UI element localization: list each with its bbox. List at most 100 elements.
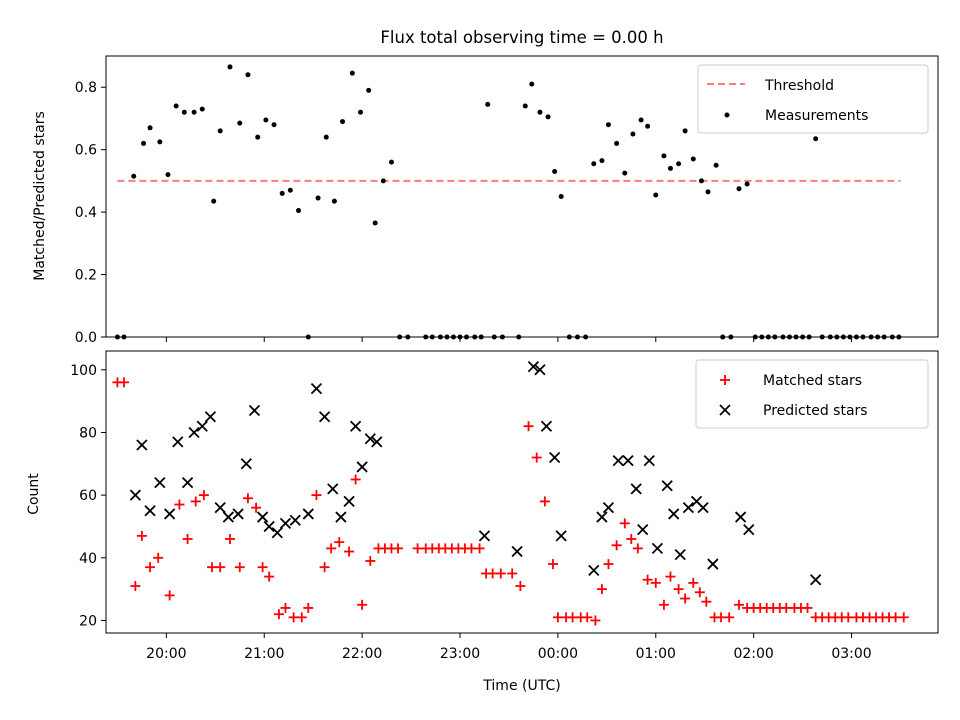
y-tick-label: 0.8 [75, 80, 97, 96]
measurement-point [237, 120, 243, 126]
measurement-point [736, 186, 742, 192]
measurement-point [653, 192, 659, 198]
x-tick-label: 01:00 [636, 646, 676, 662]
predicted-stars-point [222, 511, 234, 523]
matched-stars-point [296, 612, 307, 623]
x-tick-label: 03:00 [831, 646, 871, 662]
measurement-point [131, 173, 137, 179]
matched-stars-point [242, 493, 253, 504]
matched-stars-point [393, 543, 404, 554]
top-plot-frame [105, 55, 939, 338]
matched-stars-point [688, 577, 699, 588]
measurement-point [141, 140, 147, 146]
matched-stars-point [257, 562, 268, 573]
matched-stars-point [280, 602, 291, 613]
legend-matched-swatch [720, 375, 730, 385]
measurement-point [690, 156, 696, 162]
matched-stars-point [802, 602, 813, 613]
measurement-point [227, 64, 233, 70]
predicted-stars-point [172, 436, 184, 448]
matched-stars-point [626, 534, 637, 544]
predicted-stars-point [154, 476, 166, 489]
top-legend: Threshold Measurements [697, 64, 929, 134]
measurement-point [211, 198, 217, 204]
matched-stars-point [611, 540, 622, 551]
measurement-point [165, 172, 171, 178]
bottom-panel: Count Time (UTC) 20 40 60 80 100 20:00 21:00 22… [26, 350, 939, 694]
predicted-stars-point [136, 439, 148, 451]
predicted-stars-point [279, 517, 292, 529]
measurement-point [682, 128, 688, 134]
predicted-stars-point [540, 420, 553, 432]
measurement-point [366, 87, 372, 93]
predicted-stars-point [697, 502, 709, 514]
matched-stars-point [251, 502, 262, 513]
matched-stars-point [531, 452, 542, 463]
measurement-point [380, 178, 386, 184]
predicted-stars-point [129, 489, 142, 501]
matched-stars-point [665, 571, 676, 582]
y-tick-label: 0.4 [75, 205, 97, 221]
matched-stars-point [539, 496, 550, 507]
matched-stars-point [596, 584, 607, 595]
measurement-point [537, 109, 543, 115]
predicted-stars-point [271, 527, 283, 539]
measurement-point [157, 139, 163, 145]
y-tick-label: 0.6 [75, 143, 97, 159]
measurement-point [698, 178, 704, 184]
matched-stars-point [590, 615, 601, 626]
predicted-stars-point [204, 411, 217, 423]
x-axis-label: Time (UTC) [482, 678, 560, 694]
predicted-stars-point [602, 502, 615, 514]
x-tick-label: 02:00 [733, 646, 773, 662]
matched-stars-point [153, 552, 164, 563]
predicted-stars-point [349, 420, 362, 432]
predicted-stars-point [668, 508, 680, 520]
matched-stars-point [523, 421, 534, 432]
y-axis-label-count: Count [26, 473, 42, 515]
measurement-point [296, 208, 302, 214]
predicted-stars-point [318, 411, 331, 423]
predicted-stars-point [588, 564, 600, 576]
matched-stars-point [234, 562, 245, 573]
bottom-ticks: 20 40 60 80 100 20:00 21:00 22:00 23:00 00:00 01:0… [70, 363, 871, 662]
matched-stars-point [174, 499, 185, 510]
matched-stars-point [130, 581, 141, 591]
measurement-point [279, 190, 285, 196]
measurement-point [323, 134, 329, 140]
matched-stars-point [273, 609, 284, 620]
matched-stars-point [632, 543, 643, 554]
matched-stars-point [164, 590, 175, 601]
bottom-plot-frame [105, 350, 939, 634]
predicted-stars-point [163, 508, 176, 520]
legend-measurements-swatch [724, 112, 730, 118]
matched-stars-point [350, 474, 361, 485]
predicted-stars-point [651, 542, 664, 555]
predicted-stars-point [181, 476, 194, 489]
measurement-point [217, 128, 223, 134]
measurement-point [591, 161, 597, 167]
matched-stars-point [680, 593, 691, 604]
y-tick-label: 0.2 [75, 268, 97, 284]
predicted-stars-point [810, 574, 822, 586]
measurement-point [558, 194, 564, 199]
y-tick-label: 20 [79, 613, 97, 629]
measurement-point [372, 220, 378, 226]
predicted-stars-point [263, 520, 275, 533]
measurement-point [744, 181, 750, 187]
measurement-point [271, 122, 277, 128]
predicted-stars-point [310, 382, 323, 395]
measurement-point [199, 106, 205, 112]
matched-stars-point [619, 518, 630, 529]
measurement-point [263, 117, 269, 123]
y-axis-label: Matched/Predicted stars [32, 111, 48, 281]
predicted-stars-point [622, 455, 634, 467]
measurement-point [388, 159, 394, 165]
predicted-stars-point [144, 505, 156, 517]
matched-stars-point [495, 568, 506, 579]
bottom-legend: Matched stars Predicted stars [695, 359, 929, 429]
matched-stars-point [582, 612, 593, 623]
matched-stars-point [515, 581, 526, 591]
matched-stars-point [311, 490, 322, 501]
x-tick-label: 20:00 [146, 646, 186, 662]
